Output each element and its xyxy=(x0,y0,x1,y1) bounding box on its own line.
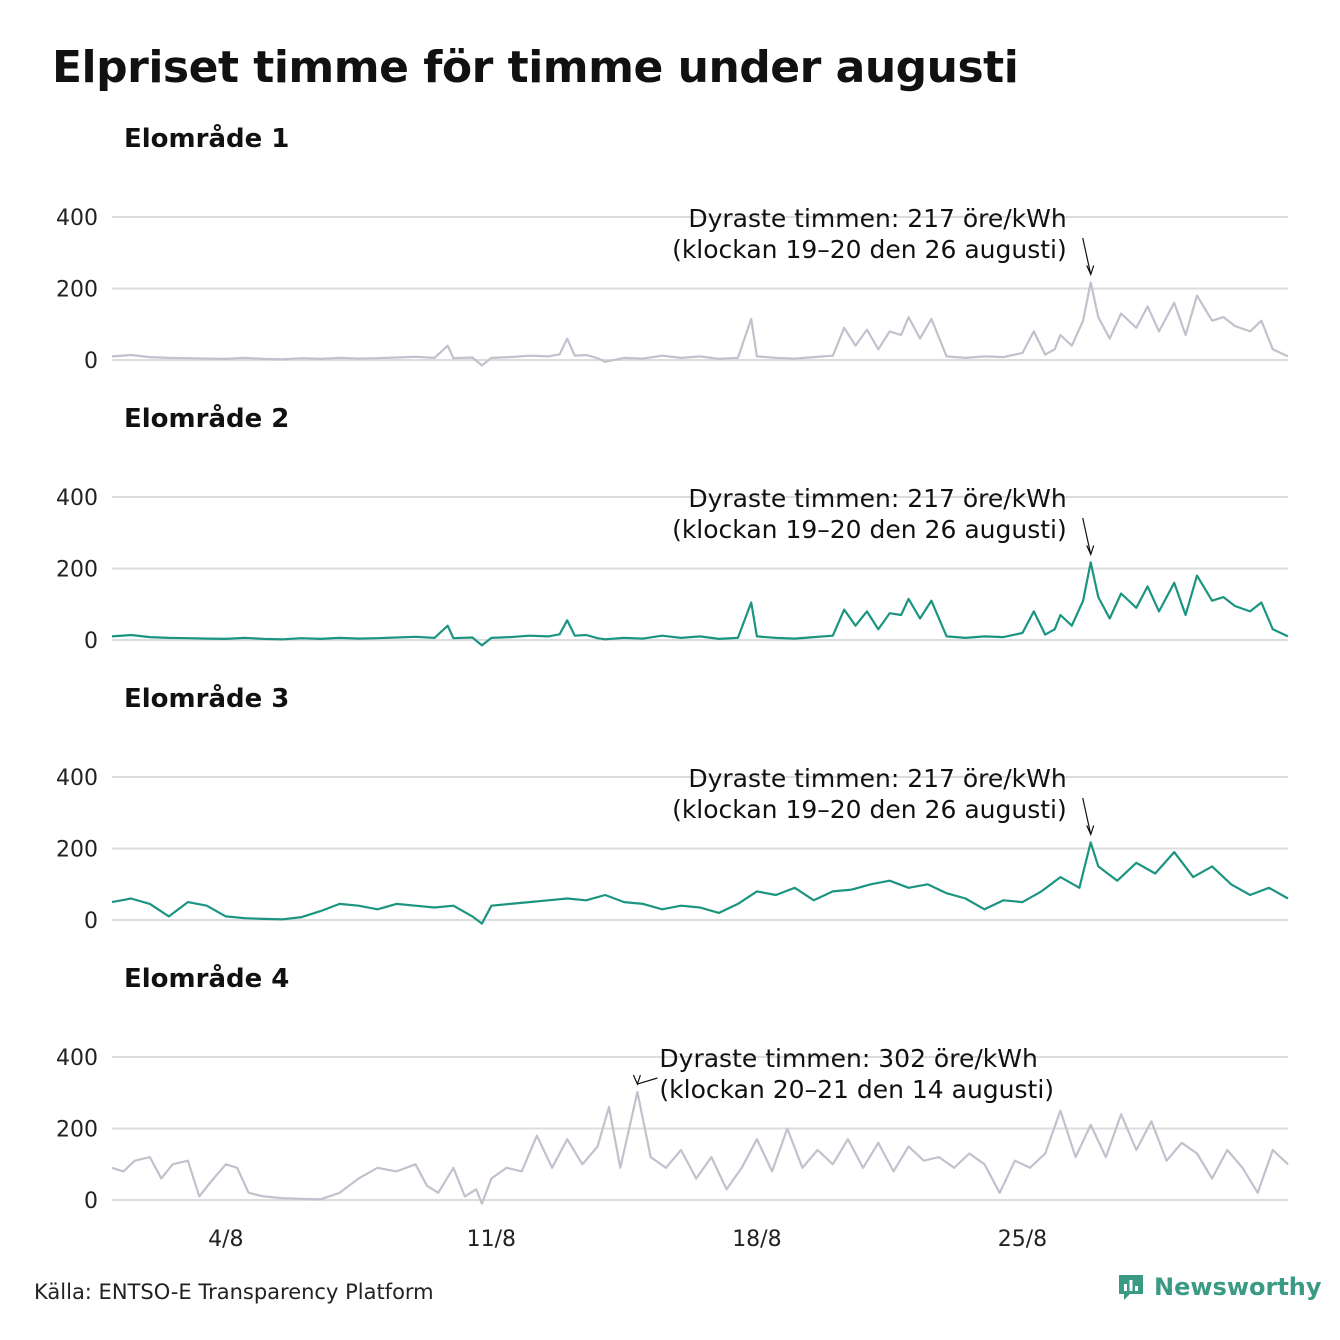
y-tick-label: 400 xyxy=(56,1046,98,1071)
newsworthy-logo-icon xyxy=(1119,1275,1143,1300)
y-tick-label: 200 xyxy=(56,838,98,863)
y-tick-label: 400 xyxy=(56,206,98,231)
y-tick-label: 200 xyxy=(56,278,98,303)
y-tick-label: 400 xyxy=(56,766,98,791)
panel-3: Elområde 3 0 200 400 Dyraste timmen: 217 öre… xyxy=(56,682,1289,934)
source-note: Källa: ENTSO-E Transparency Platform xyxy=(34,1280,434,1304)
annotation-line1: Dyraste timmen: 217 öre/kWh xyxy=(688,764,1066,793)
x-tick-label: 25/8 xyxy=(998,1227,1047,1252)
y-tick-label: 0 xyxy=(84,909,98,934)
annotation-line1: Dyraste timmen: 217 öre/kWh xyxy=(688,204,1066,233)
panel-title: Elområde 2 xyxy=(124,402,289,434)
x-tick-label: 18/8 xyxy=(732,1227,781,1252)
series-line xyxy=(111,841,1289,925)
brand-name: Newsworthy xyxy=(1154,1273,1322,1301)
annotation-line1: Dyraste timmen: 217 öre/kWh xyxy=(688,484,1066,513)
annotation-arrow xyxy=(637,1077,658,1085)
arrow-head xyxy=(632,1074,641,1086)
panel-title: Elområde 1 xyxy=(124,122,289,154)
x-tick-label: 11/8 xyxy=(467,1227,516,1252)
annotation-line2: (klockan 19–20 den 26 augusti) xyxy=(672,795,1067,824)
y-tick-label: 0 xyxy=(84,349,98,374)
chart-title: Elpriset timme för timme under augusti xyxy=(52,42,1019,93)
y-tick-label: 0 xyxy=(84,629,98,654)
annotation-line2: (klockan 19–20 den 26 augusti) xyxy=(672,515,1067,544)
annotation-line1: Dyraste timmen: 302 öre/kWh xyxy=(659,1044,1037,1073)
series-line xyxy=(111,1090,1289,1205)
annotation-arrow xyxy=(1082,517,1092,555)
arrow-head xyxy=(1086,545,1095,557)
series-line xyxy=(111,281,1289,367)
charts-area: Elområde 1 0 200 400 Dyraste timmen: 217 öre… xyxy=(56,122,1289,1252)
brand-logo: Newsworthy xyxy=(1116,1272,1322,1302)
annotation-line2: (klockan 19–20 den 26 augusti) xyxy=(672,235,1067,264)
panel-title: Elområde 3 xyxy=(124,682,289,714)
y-tick-label: 400 xyxy=(56,486,98,511)
x-tick-label: 4/8 xyxy=(208,1227,243,1252)
panel-1: Elområde 1 0 200 400 Dyraste timmen: 217 öre… xyxy=(56,122,1289,374)
y-tick-label: 200 xyxy=(56,1118,98,1143)
y-tick-label: 200 xyxy=(56,558,98,583)
panel-2: Elområde 2 0 200 400 Dyraste timmen: 217 öre… xyxy=(56,402,1289,654)
panel-4: Elområde 4 0 200 400 Dyraste timmen: 302 öre… xyxy=(56,962,1289,1252)
panel-title: Elområde 4 xyxy=(124,962,289,994)
y-tick-label: 0 xyxy=(84,1189,98,1214)
annotation-arrow xyxy=(1082,797,1092,835)
series-line xyxy=(111,561,1289,647)
annotation-line2: (klockan 20–21 den 14 augusti) xyxy=(659,1075,1054,1104)
arrow-head xyxy=(1086,265,1095,277)
annotation-arrow xyxy=(1082,237,1092,275)
arrow-head xyxy=(1086,825,1095,837)
